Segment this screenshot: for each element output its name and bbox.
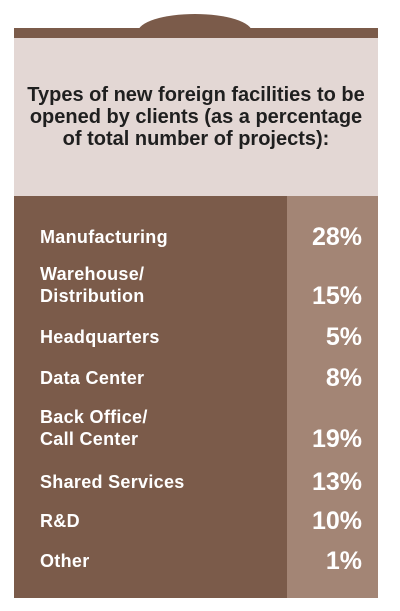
row-value: 10% [311, 507, 362, 535]
row-value: 28% [311, 223, 362, 251]
row-label: Data Center [40, 368, 145, 388]
table-row: R&D 10% [14, 472, 378, 535]
row-label: R&D [40, 511, 80, 531]
row-value: 13% [311, 468, 362, 496]
chart-title: Types of new foreign facilities to be op… [27, 84, 365, 150]
header-panel: Types of new foreign facilities to be op… [14, 38, 378, 196]
row-value: 19% [311, 425, 362, 453]
top-bar [14, 28, 378, 38]
row-label: Headquarters [40, 327, 160, 347]
table-row: Shared Services 13% [14, 433, 378, 496]
row-value: 5% [325, 323, 362, 351]
table-row: Back Office/ Call Center 19% [14, 390, 378, 453]
value-column [287, 196, 378, 598]
row-label: Shared Services [40, 472, 185, 492]
row-value: 8% [325, 364, 362, 392]
row-value: 1% [325, 547, 362, 575]
table-row: Warehouse/ Distribution 15% [14, 247, 378, 310]
row-label: Warehouse/ Distribution [40, 264, 145, 306]
row-label: Other [40, 551, 90, 571]
row-value: 15% [311, 282, 362, 310]
row-label: Manufacturing [40, 227, 168, 247]
table-row: Headquarters 5% [14, 288, 378, 351]
row-label: Back Office/ Call Center [40, 407, 148, 449]
table-row: Manufacturing 28% [14, 188, 378, 251]
table-row: Other 1% [14, 512, 378, 575]
table-row: Data Center 8% [14, 329, 378, 392]
